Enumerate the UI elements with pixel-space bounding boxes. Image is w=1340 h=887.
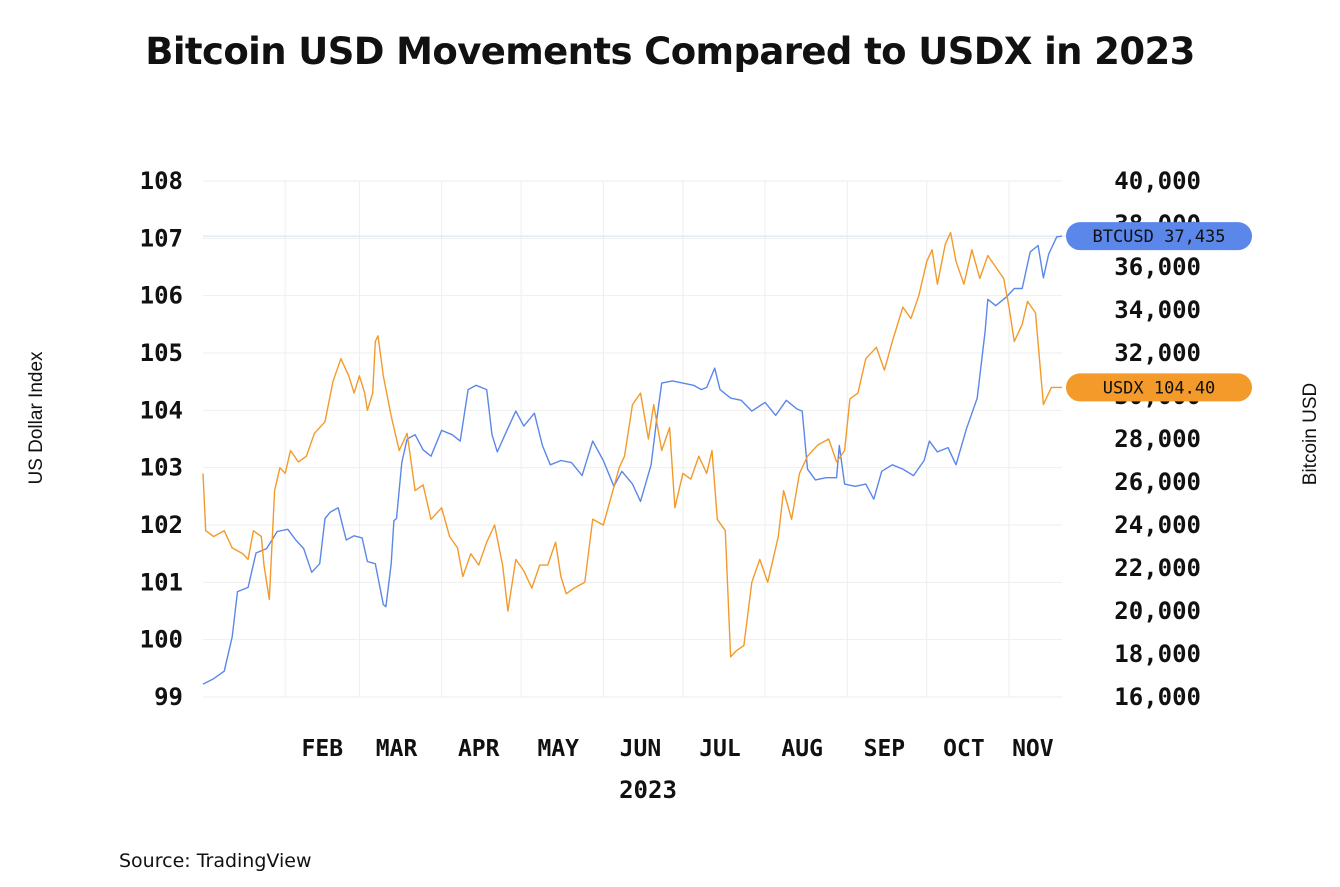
x-tick-label: SEP xyxy=(864,736,906,762)
btcusd-value-tag xyxy=(1066,222,1252,251)
y-right-tick-label: 22,000 xyxy=(1114,554,1201,582)
x-tick-label: JUN xyxy=(620,736,662,762)
x-tick-label: APR xyxy=(458,736,500,762)
usdx-series-line xyxy=(202,231,1062,658)
x-tick-label: AUG xyxy=(781,736,823,762)
y-right-tick-label: 16,000 xyxy=(1114,683,1201,711)
y-right-tick-label: 28,000 xyxy=(1114,425,1201,453)
y-right-tick-label: 32,000 xyxy=(1114,339,1201,367)
y-left-tick-label: 104 xyxy=(140,396,183,424)
y-left-tick-label: 103 xyxy=(140,454,183,482)
y-left-tick-label: 108 xyxy=(140,167,183,195)
last-value-tags: BTCUSD 37,435 USDX 104.40 xyxy=(1066,222,1252,402)
y-right-tick-label: 20,000 xyxy=(1114,597,1201,625)
grid-lines xyxy=(203,180,1066,698)
y-right-tick-label: 26,000 xyxy=(1114,468,1201,496)
chart-title: Bitcoin USD Movements Compared to USDX i… xyxy=(145,30,1195,73)
source-note: Source: TradingView xyxy=(119,850,312,872)
x-tick-label: MAR xyxy=(376,736,418,762)
y-right-tick-label: 36,000 xyxy=(1114,253,1201,281)
x-tick-label: FEB xyxy=(302,736,344,762)
btcusd-value-label: BTCUSD 37,435 xyxy=(1092,227,1225,247)
y-left-tick-label: 105 xyxy=(140,339,183,367)
y-left-tick-label: 99 xyxy=(154,683,183,711)
usdx-value-tag xyxy=(1066,373,1252,402)
btcusd-series-line xyxy=(202,235,1063,685)
y-left-tick-label: 106 xyxy=(140,282,183,310)
y-right-tick-label: 24,000 xyxy=(1114,511,1201,539)
y-right-tick-label: 40,000 xyxy=(1114,167,1201,195)
x-tick-label: JUL xyxy=(699,736,741,762)
y-left-tick-label: 100 xyxy=(140,626,183,654)
y-left-tick-label: 101 xyxy=(140,568,183,596)
y-left-ticks: 108 107 106 105 104 103 102 101 100 99 xyxy=(140,167,183,711)
y-left-tick-label: 107 xyxy=(140,224,183,252)
series-lines xyxy=(202,231,1063,685)
y-left-tick-label: 102 xyxy=(140,511,183,539)
x-tick-label: NOV xyxy=(1012,736,1054,762)
x-tick-label: OCT xyxy=(943,736,985,762)
usdx-value-label: USDX 104.40 xyxy=(1103,378,1216,398)
x-axis-label: 2023 xyxy=(619,776,677,804)
x-month-ticks: FEB MAR APR MAY JUN JUL AUG SEP OCT NOV xyxy=(302,736,1054,762)
y-right-tick-label: 34,000 xyxy=(1114,296,1201,324)
y-right-tick-label: 18,000 xyxy=(1114,640,1201,668)
x-tick-label: MAY xyxy=(537,736,579,762)
